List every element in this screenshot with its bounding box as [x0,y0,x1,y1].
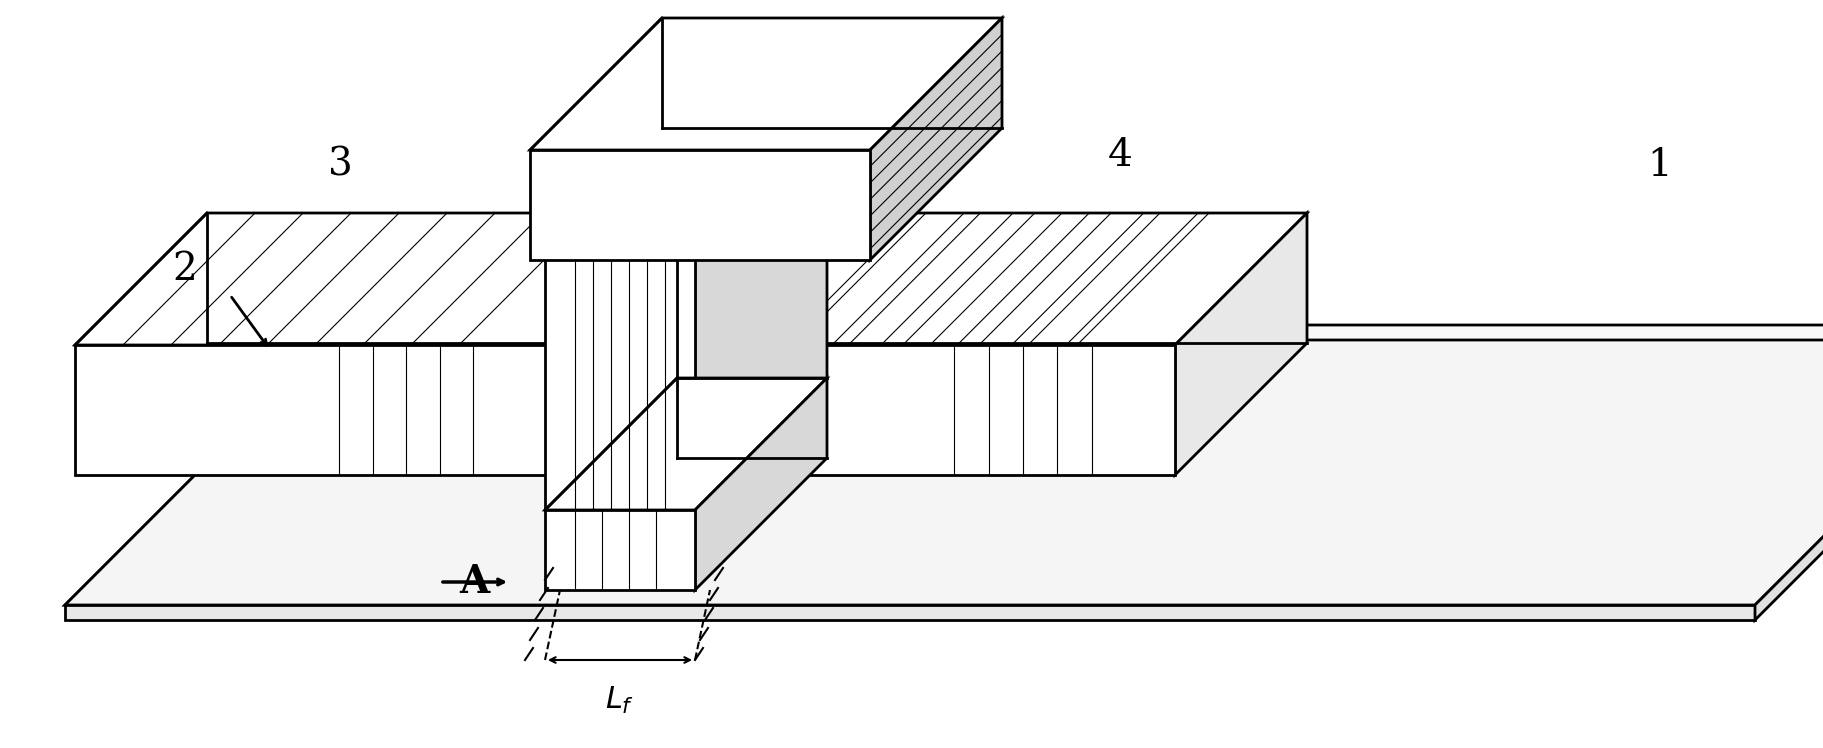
Text: 6: 6 [667,70,693,106]
Text: $L_f$: $L_f$ [605,685,634,716]
Polygon shape [75,345,554,475]
Polygon shape [66,340,1823,605]
Polygon shape [685,213,1307,345]
Polygon shape [545,38,826,170]
Polygon shape [545,170,695,510]
Text: A: A [459,563,490,601]
Polygon shape [530,150,870,260]
Text: 1: 1 [1646,147,1672,183]
Text: A: A [769,76,800,114]
Text: 5: 5 [788,272,811,308]
Text: 2: 2 [173,251,197,289]
Polygon shape [66,605,1754,620]
Polygon shape [554,213,687,475]
Polygon shape [685,345,1174,475]
Polygon shape [75,213,687,345]
Polygon shape [66,325,1823,605]
Polygon shape [545,510,695,590]
Text: 3: 3 [328,147,352,183]
Polygon shape [695,378,826,590]
Polygon shape [1754,340,1823,620]
Polygon shape [870,18,1001,260]
Polygon shape [530,18,1001,150]
Polygon shape [545,378,826,510]
Text: 4: 4 [1107,136,1132,174]
Polygon shape [1174,213,1307,475]
Polygon shape [695,38,826,510]
